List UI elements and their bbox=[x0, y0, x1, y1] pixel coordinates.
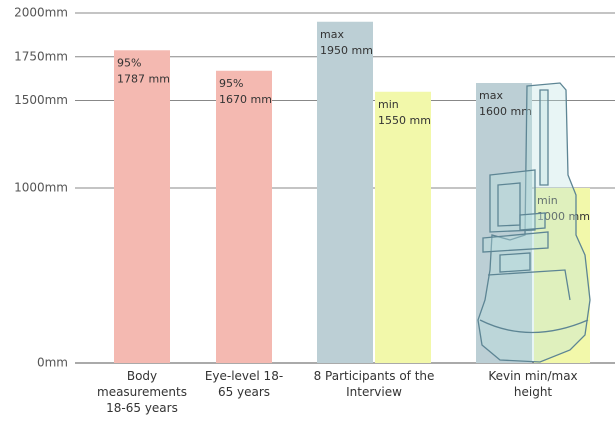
y-tick-label: 1750mm bbox=[14, 49, 68, 63]
bar bbox=[216, 71, 272, 363]
y-tick-label: 1000mm bbox=[14, 181, 68, 195]
value-label: 1950 mm bbox=[320, 44, 373, 57]
bar bbox=[317, 22, 373, 363]
value-note: 95% bbox=[219, 77, 243, 90]
x-tick-label: 8 Participants of the Interview bbox=[309, 368, 439, 400]
value-note: max bbox=[320, 28, 344, 41]
bar bbox=[114, 50, 170, 363]
y-tick-label: 0mm bbox=[37, 356, 68, 370]
x-tick-label: Kevin min/max height bbox=[483, 368, 583, 400]
value-label: 1600 mm bbox=[479, 105, 532, 118]
chart: 0mm 1000mm 1500mm 1750mm 2000mm 95% 1787 mm 95… bbox=[0, 0, 615, 422]
value-label: 1550 mm bbox=[378, 114, 431, 127]
value-note: 95% bbox=[117, 56, 141, 69]
x-tick-label: Eye-level 18-65 years bbox=[199, 368, 289, 400]
value-note: min bbox=[378, 98, 399, 111]
bar bbox=[375, 92, 431, 363]
value-label: 1670 mm bbox=[219, 93, 272, 106]
y-tick-label: 2000mm bbox=[14, 6, 68, 20]
y-tick-label: 1500mm bbox=[14, 93, 68, 107]
x-tick-label: Body measurements 18-65 years bbox=[97, 368, 187, 416]
chart-svg: 0mm 1000mm 1500mm 1750mm 2000mm 95% 1787 mm 95… bbox=[0, 0, 615, 422]
value-label: 1787 mm bbox=[117, 72, 170, 85]
value-note: max bbox=[479, 89, 503, 102]
